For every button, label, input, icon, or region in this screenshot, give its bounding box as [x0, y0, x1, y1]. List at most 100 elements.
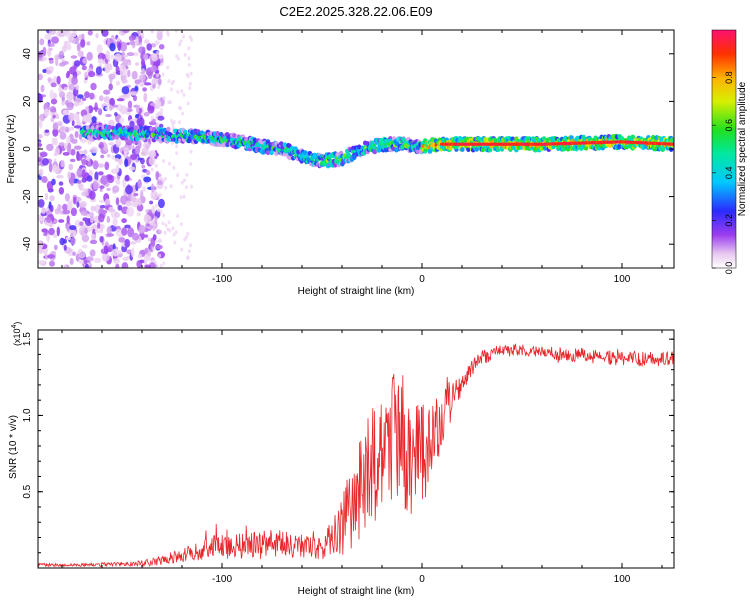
heatmap-cell	[81, 244, 88, 249]
heatmap-cell	[357, 144, 362, 150]
heatmap-cell	[99, 236, 104, 243]
x-tick-label: 100	[614, 274, 631, 285]
heatmap-cell	[180, 247, 184, 252]
heatmap-cell	[161, 159, 165, 163]
heatmap-cell	[68, 112, 75, 122]
heatmap-cell	[122, 257, 129, 261]
heatmap-cell	[148, 156, 156, 166]
heatmap-cell	[65, 72, 70, 79]
heatmap-cell	[150, 102, 156, 107]
heatmap-cell	[133, 193, 139, 197]
heatmap-cell	[183, 237, 187, 242]
heatmap-cell	[114, 53, 123, 62]
heatmap-cell	[39, 151, 48, 158]
heatmap-cell	[180, 89, 184, 94]
heatmap-cell	[143, 176, 152, 183]
y-tick-label: 1.5	[22, 332, 33, 346]
heatmap-cell	[50, 82, 57, 88]
heatmap-cell	[55, 113, 60, 120]
heatmap-cell	[92, 107, 99, 110]
heatmap-cell	[127, 69, 131, 78]
heatmap-cell	[155, 244, 163, 250]
snr-panel: -100 0 100 0.5 1.0 1.5 Height of straight li…	[8, 322, 675, 597]
heatmap-cell	[131, 70, 138, 80]
heatmap-cell	[89, 249, 96, 257]
heatmap-cell	[111, 154, 116, 160]
heatmap-cell	[265, 150, 271, 156]
heatmap-cell	[64, 193, 70, 202]
heatmap-cell	[163, 230, 167, 235]
colorbar-tick-label: 0.8	[724, 71, 734, 84]
heatmap-cell	[51, 36, 59, 44]
heatmap-cell	[151, 246, 155, 251]
heatmap-cell	[91, 116, 97, 124]
heatmap-cell	[159, 209, 163, 214]
heatmap-cell	[58, 91, 66, 99]
heatmap-cell	[47, 254, 56, 259]
heatmap-cell	[88, 169, 93, 177]
heatmap-cell	[160, 108, 164, 112]
heatmap-cell	[82, 188, 89, 193]
heatmap-cell	[38, 168, 44, 177]
heatmap-cell	[157, 115, 165, 121]
heatmap-cell	[84, 91, 90, 99]
heatmap-cell	[98, 199, 105, 203]
heatmap-cell	[58, 87, 63, 92]
heatmap-cell	[156, 30, 160, 34]
heatmap-cell	[69, 258, 74, 265]
heatmap-cell	[97, 171, 104, 176]
heatmap-cell	[167, 100, 171, 105]
colorbar-ticks: 0.0 0.2 0.4 0.6 0.8	[712, 71, 734, 274]
heatmap-cell	[81, 191, 89, 197]
heatmap-cell	[150, 65, 157, 73]
heatmap-cell	[105, 113, 112, 118]
heatmap-cell	[119, 105, 128, 115]
heatmap-cell	[86, 213, 91, 218]
y-tick-label: -20	[22, 189, 33, 204]
heatmap-cell	[109, 97, 115, 107]
heatmap-cell	[121, 227, 128, 236]
heatmap-cell	[169, 184, 173, 189]
heatmap-cell	[143, 92, 148, 103]
heatmap-cell	[150, 190, 159, 200]
heatmap-cell	[140, 59, 146, 67]
heatmap-cell	[150, 183, 155, 193]
heatmap-cell	[67, 171, 72, 180]
heatmap-cell	[44, 103, 49, 107]
heatmap-cell	[89, 190, 96, 200]
heatmap-cell	[63, 265, 67, 268]
heatmap-cell	[80, 210, 88, 216]
heatmap-cell	[179, 39, 183, 44]
heatmap-cell	[57, 203, 62, 212]
heatmap-cell	[161, 72, 165, 77]
heatmap-cell	[415, 149, 421, 155]
heatmap-cell	[81, 65, 87, 71]
heatmap-cell	[104, 161, 110, 171]
heatmap-cell	[154, 40, 160, 46]
heatmap-cell	[143, 112, 150, 117]
heatmap-cell	[129, 241, 137, 245]
heatmap-cell	[42, 46, 47, 57]
heatmap-cell	[72, 251, 76, 256]
heatmap-cell	[158, 229, 162, 234]
heatmap-cell	[91, 233, 96, 239]
heatmap-cell	[466, 147, 471, 153]
heatmap-cell	[82, 57, 88, 64]
heatmap-cell	[62, 152, 70, 156]
heatmap-cell	[261, 150, 266, 155]
colorbar-gradient	[711, 29, 737, 269]
heatmap-cell	[61, 45, 67, 53]
heatmap-cell	[58, 181, 64, 186]
heatmap-cell	[54, 54, 61, 61]
heatmap-cell	[147, 225, 152, 230]
heatmap-cell	[48, 162, 53, 173]
heatmap-cell	[108, 142, 115, 146]
heatmap-cell	[118, 158, 123, 166]
heatmap-cell	[67, 200, 73, 211]
heatmap-cell	[44, 192, 49, 201]
heatmap-cell	[52, 122, 59, 131]
heatmap-cell	[151, 53, 158, 62]
heatmap-cell	[164, 223, 168, 228]
heatmap-cell	[630, 134, 635, 140]
heatmap-cell	[189, 184, 193, 189]
